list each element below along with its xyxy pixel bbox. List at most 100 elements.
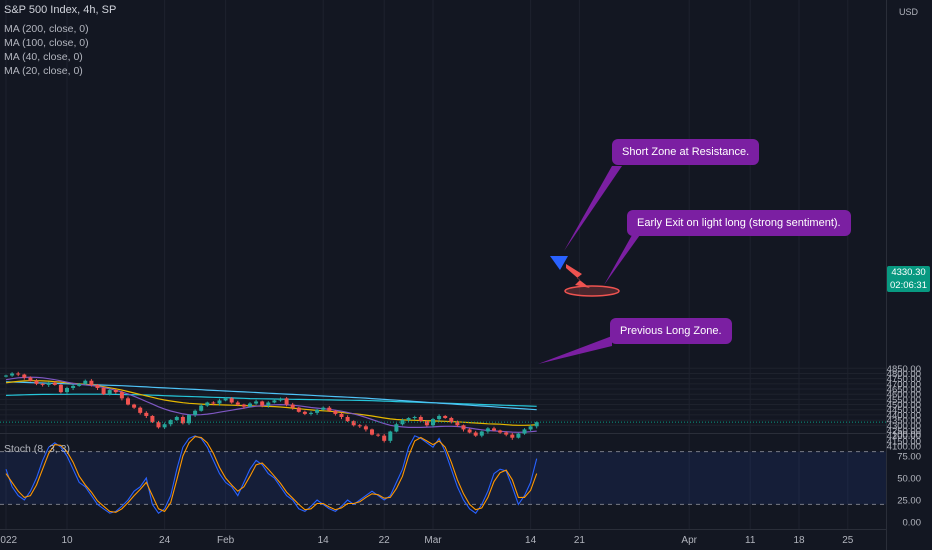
time-tick-label: 25 <box>842 535 854 546</box>
time-axis-border <box>0 529 886 530</box>
time-tick-label: Feb <box>217 535 235 546</box>
candle-body <box>89 380 94 385</box>
time-tick-label: 2022 <box>0 535 18 546</box>
time-tick-label: 22 <box>379 535 391 546</box>
candle-body <box>351 421 356 426</box>
chart-title: S&P 500 Index, 4h, SP <box>4 4 117 16</box>
time-tick-label: 10 <box>61 535 73 546</box>
short-zone-triangle-marker <box>550 256 568 270</box>
candle-body <box>132 404 137 408</box>
callout-pointer-long <box>538 336 612 364</box>
stoch-tick-label: 75.00 <box>897 452 921 463</box>
candle-body <box>437 415 442 420</box>
candle-body <box>333 410 338 414</box>
callout-previous-long[interactable]: Previous Long Zone. <box>610 318 732 344</box>
candle-body <box>199 405 204 411</box>
candle-body <box>345 416 350 422</box>
exit-zone-ellipse <box>564 285 620 297</box>
price-tick-label: 4300.00 <box>887 421 921 432</box>
candle-body <box>113 390 118 393</box>
candle-body <box>382 435 387 441</box>
candle-body <box>71 385 76 388</box>
candle-body <box>376 434 381 436</box>
time-axis-ticks: 2022 10 24 Feb 14 22 Mar 14 21 Apr 11 18 25 <box>0 535 854 546</box>
candle-body <box>101 387 106 395</box>
candle-body <box>138 407 143 413</box>
candle-body <box>449 418 454 423</box>
candle-body <box>254 401 259 404</box>
candle-body <box>424 421 429 426</box>
currency-label: USD <box>899 7 919 17</box>
legend-item-ma-40[interactable]: MA (40, close, 0) <box>4 51 83 63</box>
time-tick-label: 11 <box>745 535 756 546</box>
candle-body <box>278 398 283 401</box>
price-axis-ticks: 4100.004150.004200.004250.004300.004350.… <box>887 364 921 453</box>
legend-item-ma-200[interactable]: MA (200, close, 0) <box>4 23 89 35</box>
candle-body <box>504 432 509 435</box>
time-tick-label: 14 <box>525 535 537 546</box>
stoch-tick-label: 100.00 <box>892 430 921 441</box>
stoch-tick-label: 25.00 <box>897 496 921 507</box>
price-tick-label: 4450.00 <box>887 405 921 416</box>
candle-body <box>241 404 246 407</box>
early-exit-arrow-marker <box>566 264 590 288</box>
candle-body <box>119 392 124 399</box>
candle-body <box>534 422 539 427</box>
candle-body <box>107 390 112 395</box>
stoch-axis-ticks: 0.00 25.00 50.00 75.00 100.00 <box>892 430 921 529</box>
candle-body <box>528 426 533 430</box>
price-tick-label: 4250.00 <box>887 426 921 437</box>
time-tick-label: Apr <box>681 535 697 546</box>
candle-body <box>16 373 21 375</box>
candle-body <box>211 402 216 404</box>
candle-body <box>388 431 393 441</box>
callout-early-exit[interactable]: Early Exit on light long (strong sentime… <box>627 210 851 236</box>
callout-pointer-short <box>564 166 622 251</box>
candle-body <box>272 400 277 403</box>
candle-body <box>223 398 228 401</box>
bar-countdown: 02:06:31 <box>890 280 927 291</box>
candle-body <box>187 414 191 424</box>
legend-item-ma-100[interactable]: MA (100, close, 0) <box>4 37 89 49</box>
candle-body <box>302 411 307 414</box>
candle-body <box>150 415 155 423</box>
candle-body <box>22 374 27 378</box>
candle-body <box>28 377 33 381</box>
price-tick-label: 4550.00 <box>887 395 921 406</box>
candle-body <box>339 413 344 417</box>
price-tick-label: 4850.00 <box>887 364 921 375</box>
price-tick-label: 4700.00 <box>887 379 921 390</box>
candle-body <box>455 422 460 426</box>
candle-body <box>260 401 265 406</box>
price-tick-label: 4100.00 <box>887 442 921 453</box>
stoch-band <box>0 451 886 505</box>
candle-body <box>418 416 423 422</box>
candle-body <box>266 402 271 406</box>
candle-body <box>40 383 45 385</box>
stoch-line-1 <box>5 436 538 513</box>
ma-line-3 <box>5 376 537 433</box>
candle-body <box>516 433 521 438</box>
pane-separator <box>0 433 886 434</box>
callout-short-zone[interactable]: Short Zone at Resistance. <box>612 139 760 165</box>
legend-item-ma-20[interactable]: MA (20, close, 0) <box>4 65 83 77</box>
candle-body <box>309 412 313 414</box>
stochastic-lines <box>5 435 538 514</box>
candle-body <box>479 431 484 436</box>
candle-body <box>394 424 399 432</box>
time-tick-label: 14 <box>318 535 330 546</box>
candle-body <box>290 404 295 408</box>
stoch-tick-label: 50.00 <box>897 474 921 485</box>
candle-body <box>126 398 130 405</box>
time-tick-label: 24 <box>159 535 171 546</box>
candle-body <box>77 383 82 386</box>
candle-body <box>205 402 210 406</box>
candle-body <box>193 410 198 415</box>
candle-body <box>144 412 149 416</box>
candle-body <box>473 432 478 436</box>
stoch-legend[interactable]: Stoch (8, 3, 3) <box>4 443 70 455</box>
last-price-tag: 4330.30 02:06:31 <box>887 266 930 292</box>
candle-body <box>174 416 179 421</box>
price-tick-label: 4500.00 <box>887 400 921 411</box>
